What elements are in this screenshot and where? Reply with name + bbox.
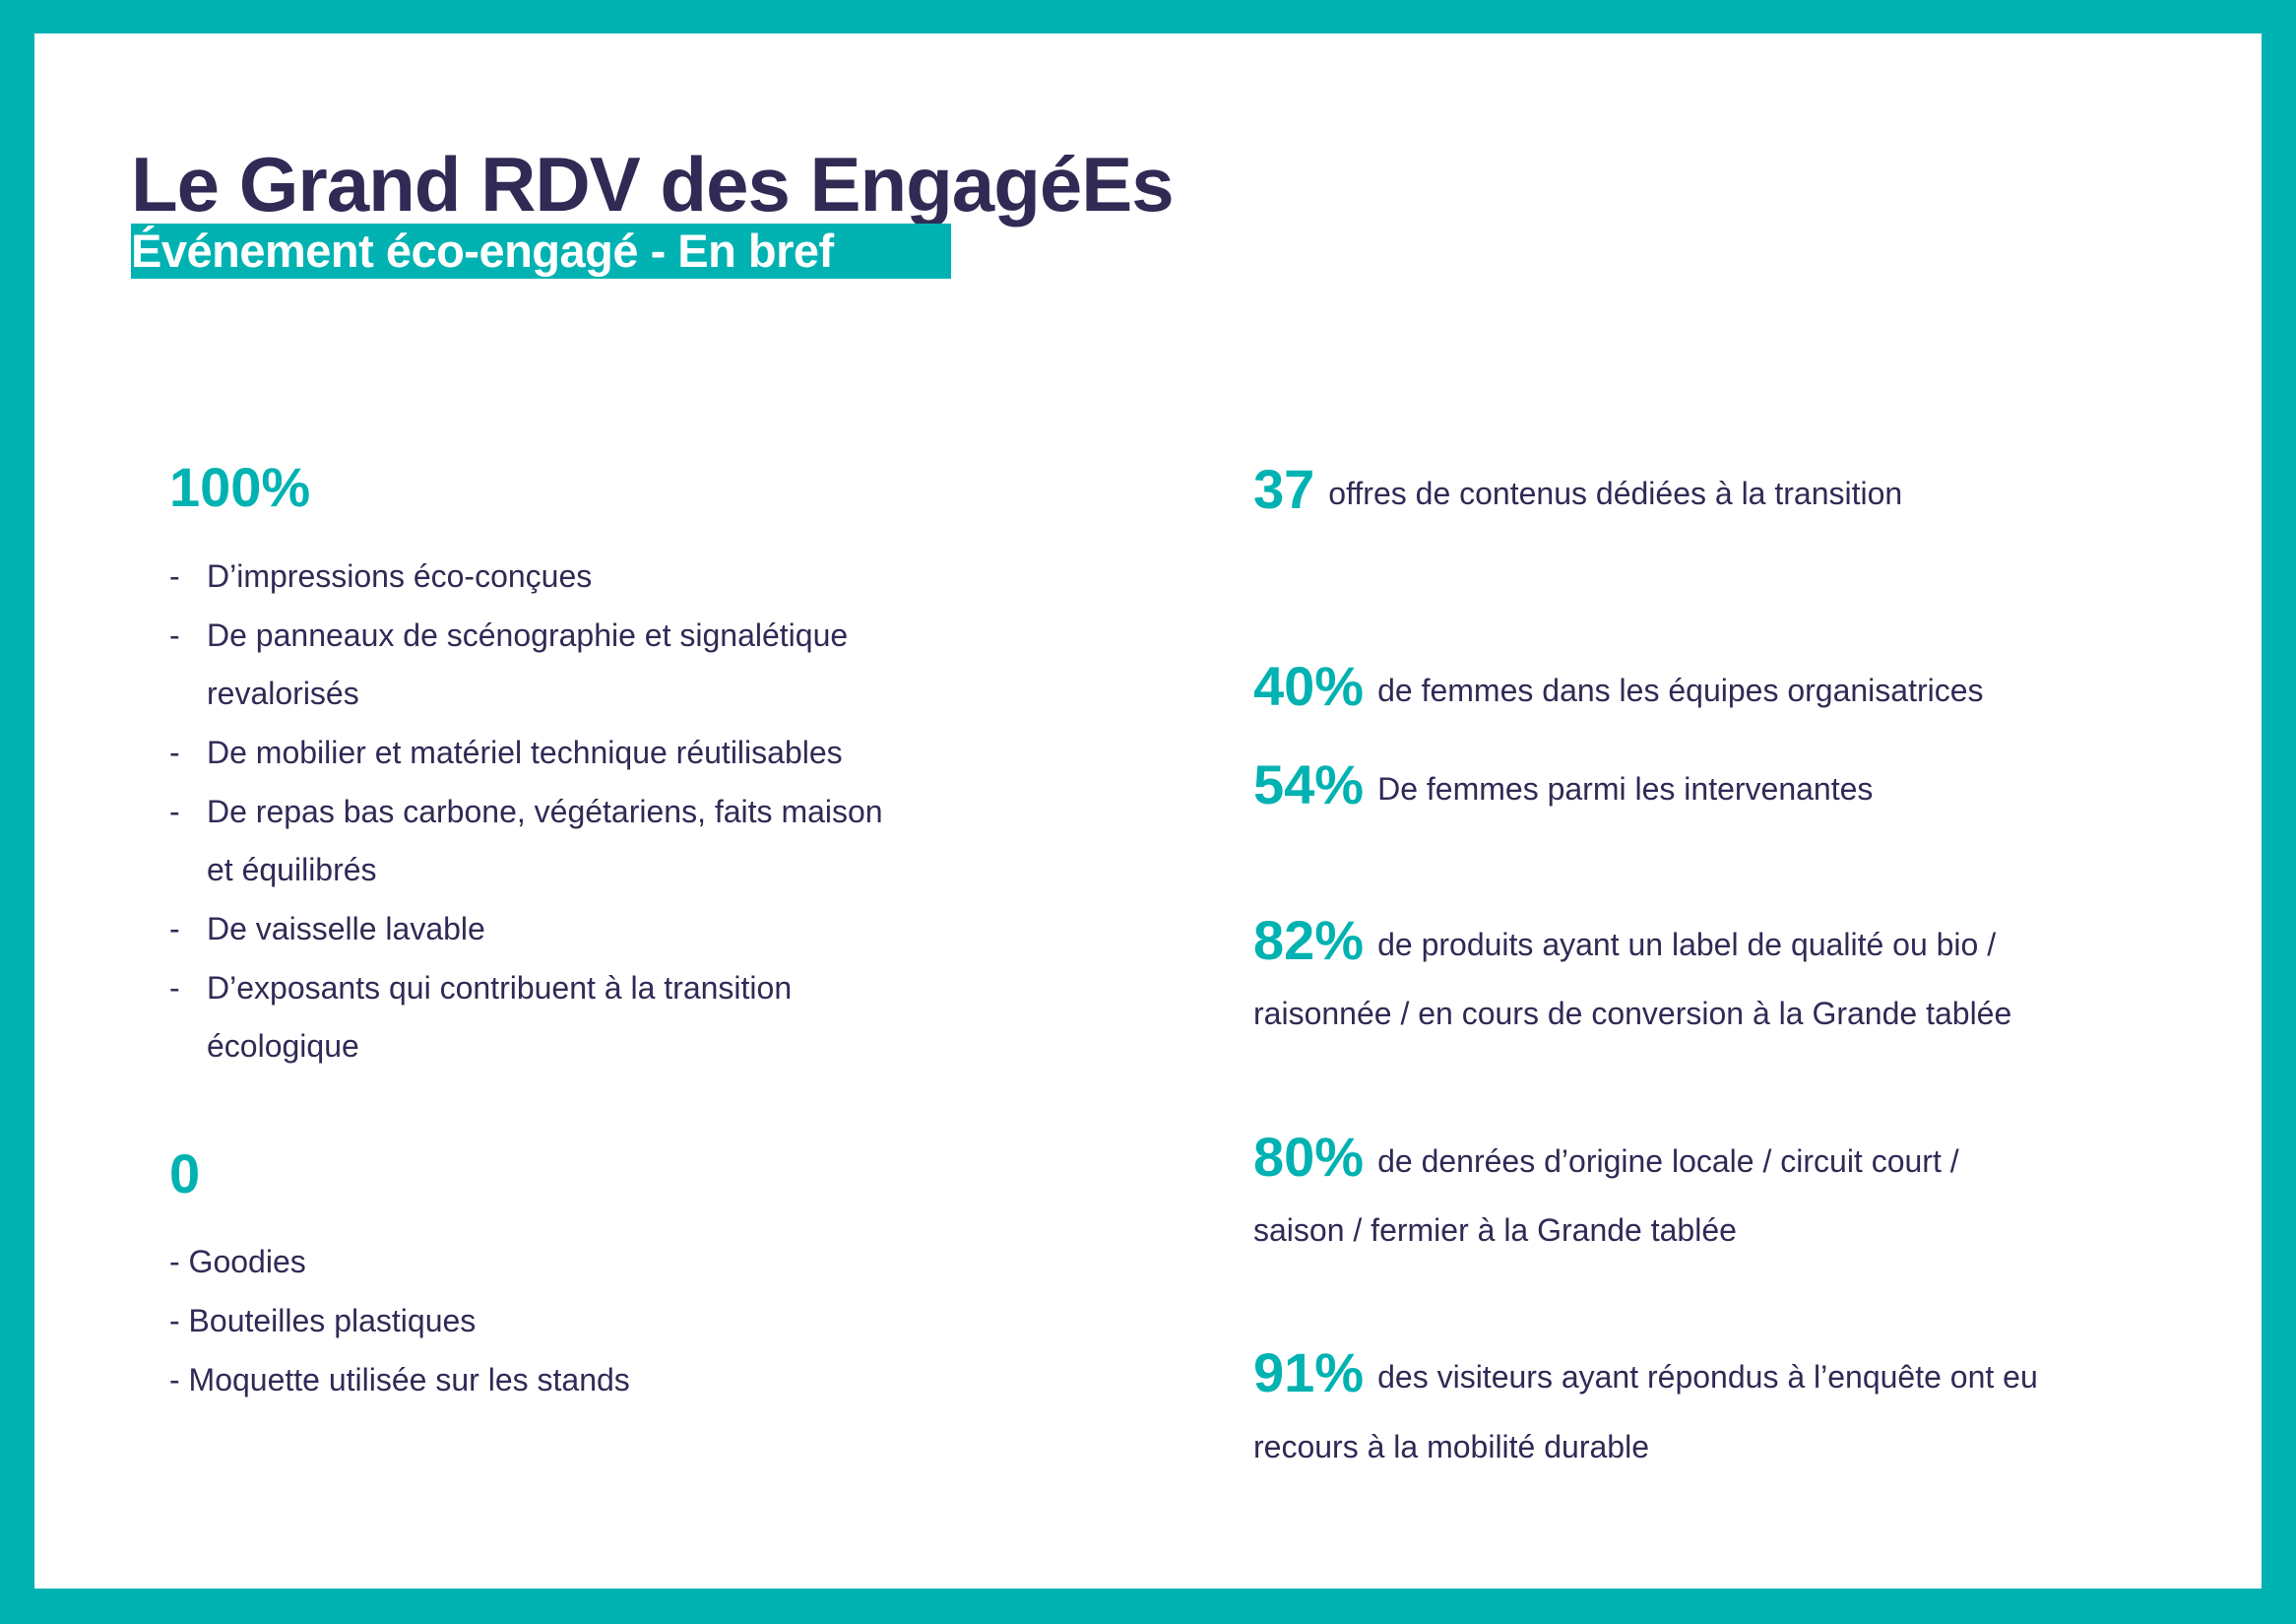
stat-text: de femmes dans les équipes organisatrice…: [1377, 673, 1984, 708]
list-item-continuation: écologique: [169, 1028, 359, 1065]
stat-text: De femmes parmi les intervenantes: [1377, 771, 1874, 807]
page: Le Grand RDV des EngagéEs Événement éco-…: [34, 33, 2262, 1589]
list-item: - De mobilier et matériel technique réuti…: [169, 735, 843, 770]
stat-figure: 40%: [1253, 655, 1365, 717]
list-item-text: De panneaux de scénographie et signaléti…: [207, 617, 849, 653]
list-item-text: écologique: [207, 1028, 359, 1064]
stat-figure: 82%: [1253, 909, 1365, 971]
stat-text: de produits ayant un label de qualité ou…: [1377, 927, 1997, 962]
list-item: - Goodies: [169, 1244, 306, 1279]
list-item: - De vaisselle lavable: [169, 911, 485, 946]
list-item: - Bouteilles plastiques: [169, 1303, 477, 1338]
list-item: - D’exposants qui contribuent à la transi…: [169, 970, 793, 1006]
list-item-text: et équilibrés: [207, 852, 377, 887]
list-item-text: revalorisés: [207, 676, 359, 711]
list-item-continuation: et équilibrés: [169, 852, 377, 888]
list-item-text: D’impressions éco-conçues: [207, 558, 593, 594]
list-item: - De panneaux de scénographie et signalét…: [169, 617, 849, 653]
stat-text-continuation: saison / fermier à la Grande tablée: [1253, 1212, 1737, 1248]
stat-91-visiteurs: 91% des visiteurs ayant répondus à l’enqu…: [1253, 1340, 2038, 1404]
stat-40-femmes: 40% de femmes dans les équipes organisatr…: [1253, 654, 1984, 718]
list-item-text: De mobilier et matériel technique réutil…: [207, 735, 843, 770]
stat-text: offres de contenus dédiées à la transiti…: [1328, 476, 1903, 511]
list-item-text: De vaisselle lavable: [207, 911, 485, 946]
page-subtitle: Événement éco-engagé - En bref: [131, 224, 951, 279]
stat-figure: 91%: [1253, 1341, 1365, 1403]
figure-zero: 0: [169, 1142, 201, 1204]
stat-figure: 37: [1253, 458, 1315, 520]
list-item: - D’impressions éco-conçues: [169, 558, 593, 594]
list-item-text: De repas bas carbone, végétariens, faits…: [207, 794, 883, 829]
stat-text-continuation: raisonnée / en cours de conversion à la …: [1253, 996, 2012, 1031]
list-item-continuation: revalorisés: [169, 676, 359, 712]
page-title: Le Grand RDV des EngagéEs: [131, 141, 1175, 227]
stat-82-produits: 82% de produits ayant un label de qualité…: [1253, 908, 1996, 972]
list-item: - Moquette utilisée sur les stands: [169, 1362, 630, 1397]
stat-text: des visiteurs ayant répondus à l’enquête…: [1377, 1359, 2038, 1395]
stat-37-offres: 37 offres de contenus dédiées à la transi…: [1253, 457, 1902, 521]
stat-text-continuation: recours à la mobilité durable: [1253, 1429, 1649, 1464]
figure-100-percent: 100%: [169, 456, 311, 518]
stat-figure: 80%: [1253, 1126, 1365, 1188]
stat-figure: 54%: [1253, 753, 1365, 815]
list-item: - De repas bas carbone, végétariens, fait…: [169, 794, 883, 829]
list-item-text: D’exposants qui contribuent à la transit…: [207, 970, 793, 1006]
stat-text: de denrées d’origine locale / circuit co…: [1377, 1143, 1959, 1179]
stat-54-femmes: 54% De femmes parmi les intervenantes: [1253, 752, 1873, 816]
stat-80-denrees: 80% de denrées d’origine locale / circuit…: [1253, 1125, 1959, 1189]
